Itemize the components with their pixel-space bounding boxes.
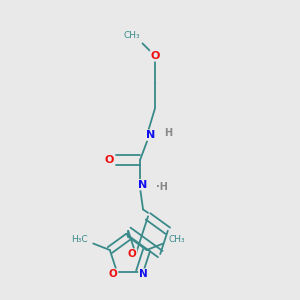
Text: CH₃: CH₃ <box>168 235 185 244</box>
Text: O: O <box>109 269 118 279</box>
Text: O: O <box>105 155 114 165</box>
Text: H₃C: H₃C <box>71 235 88 244</box>
Text: H: H <box>164 128 172 138</box>
Text: N: N <box>139 269 148 279</box>
Text: O: O <box>150 51 160 61</box>
Text: ·H: ·H <box>156 182 167 192</box>
Text: N: N <box>138 180 148 190</box>
Text: CH₃: CH₃ <box>124 32 140 40</box>
Text: O: O <box>128 249 136 259</box>
Text: N: N <box>146 130 156 140</box>
